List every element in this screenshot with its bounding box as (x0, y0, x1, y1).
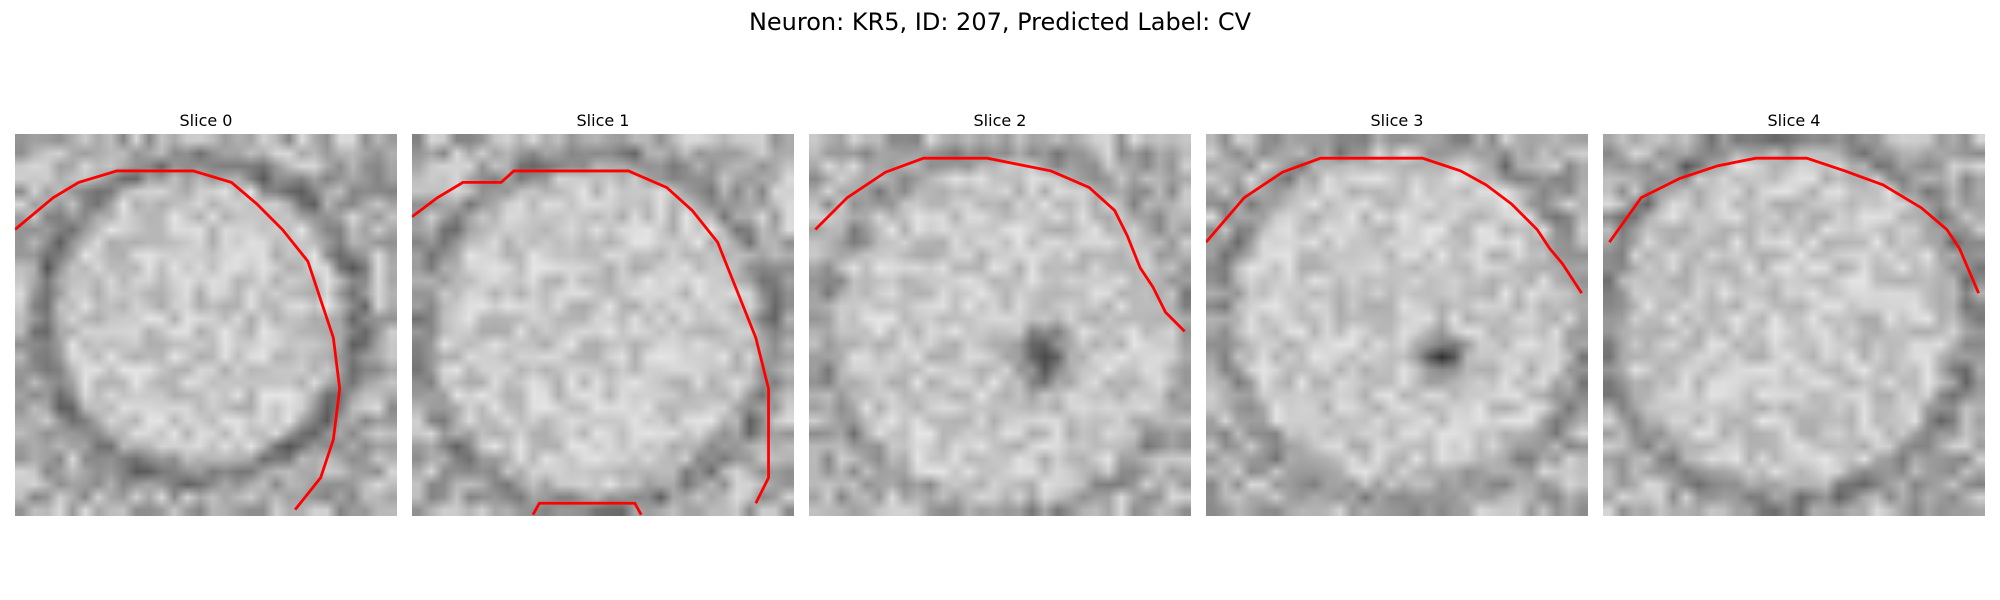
slice-title: Slice 3 (1370, 111, 1424, 130)
segmentation-contour (531, 501, 643, 516)
slice-title: Slice 2 (973, 111, 1027, 130)
slice-image (412, 134, 794, 516)
slice-title: Slice 1 (576, 111, 630, 130)
slice-title: Slice 0 (179, 111, 233, 130)
figure-title: Neuron: KR5, ID: 207, Predicted Label: C… (748, 8, 1252, 36)
slice-panel-1: Slice 1 (412, 108, 794, 516)
segmentation-contour (814, 156, 1186, 333)
contour-overlay (1608, 156, 1980, 294)
slice-title: Slice 4 (1767, 111, 1821, 130)
slice-image (1206, 134, 1588, 516)
segmentation-contour (1206, 156, 1583, 294)
slice-panel-0: Slice 0 (15, 108, 397, 516)
segmentation-contour (15, 169, 342, 511)
slice-panel-3: Slice 3 (1206, 108, 1588, 516)
slice-image (1603, 134, 1985, 516)
slice-image (15, 134, 397, 516)
contour-overlay (15, 169, 342, 511)
contour-overlay (412, 169, 770, 516)
segmentation-contour (1608, 156, 1980, 294)
segmentation-contour (412, 169, 770, 504)
slice-image (809, 134, 1191, 516)
slice-panel-2: Slice 2 (809, 108, 1191, 516)
slice-panel-4: Slice 4 (1603, 108, 1985, 516)
contour-overlay (814, 156, 1186, 333)
contour-overlay (1206, 156, 1583, 294)
